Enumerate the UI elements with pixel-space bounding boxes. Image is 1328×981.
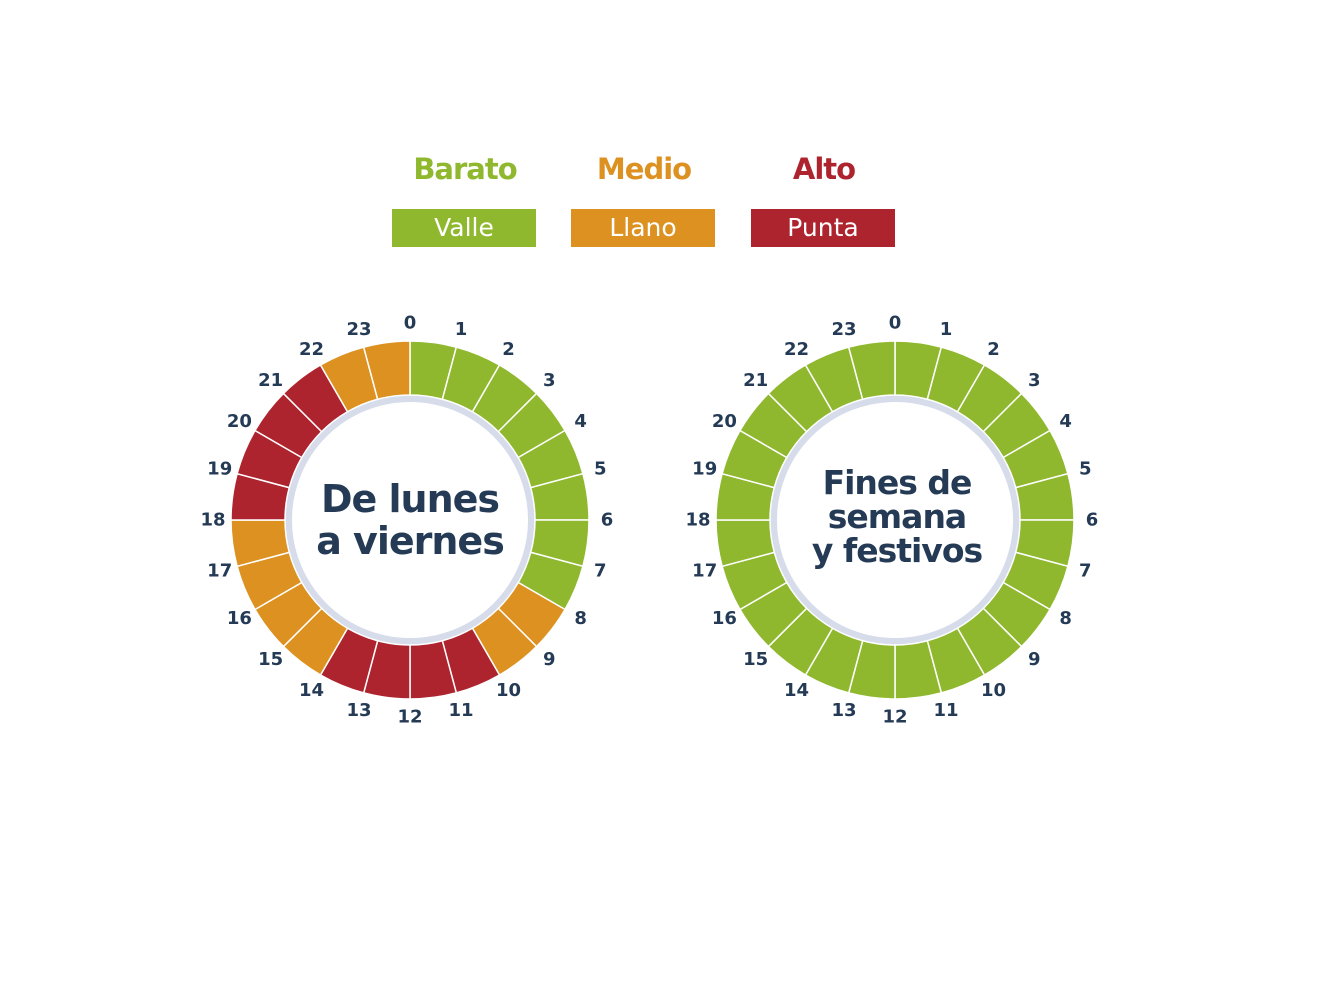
hour-label-3: 3 (1028, 370, 1041, 391)
hour-label-4: 4 (574, 411, 587, 432)
hour-label-10: 10 (496, 680, 521, 701)
hour-label-9: 9 (543, 649, 556, 670)
hour-label-2: 2 (502, 339, 515, 360)
legend-period-valle: Valle (392, 209, 536, 247)
hour-label-21: 21 (258, 370, 283, 391)
legend-category-alto: Alto (792, 152, 856, 186)
hour-label-8: 8 (574, 608, 587, 629)
legend-category-medio: Medio (596, 152, 692, 186)
legend-period-punta: Punta (751, 209, 895, 247)
hour-label-11: 11 (933, 700, 958, 721)
hour-label-7: 7 (594, 560, 607, 581)
hour-label-6: 6 (1086, 510, 1099, 531)
hour-label-20: 20 (712, 411, 737, 432)
hour-label-15: 15 (258, 649, 283, 670)
hour-label-14: 14 (784, 680, 809, 701)
hour-label-1: 1 (940, 319, 953, 340)
hour-label-12: 12 (397, 707, 422, 728)
hour-label-22: 22 (299, 339, 324, 360)
legend-category-barato: Barato (413, 152, 517, 186)
clock-weekends-title-line: y festivos (811, 531, 983, 570)
legend-period-llano: Llano (571, 209, 715, 247)
hour-label-14: 14 (299, 680, 324, 701)
hour-segment-23-llano (362, 340, 411, 401)
hour-label-22: 22 (784, 339, 809, 360)
hour-label-13: 13 (346, 700, 371, 721)
hour-label-0: 0 (889, 313, 902, 334)
hour-label-16: 16 (712, 608, 737, 629)
hour-label-5: 5 (594, 459, 607, 480)
hour-label-10: 10 (981, 680, 1006, 701)
clock-weekdays-title-line: De lunes (320, 477, 500, 521)
hour-label-2: 2 (987, 339, 1000, 360)
hour-label-7: 7 (1079, 560, 1092, 581)
hour-label-23: 23 (831, 319, 856, 340)
hour-label-19: 19 (692, 459, 717, 480)
clock-weekdays-title: De lunes a viernes (300, 478, 520, 562)
hour-label-23: 23 (346, 319, 371, 340)
hour-label-5: 5 (1079, 459, 1092, 480)
hour-label-6: 6 (601, 510, 614, 531)
hour-label-21: 21 (743, 370, 768, 391)
clock-inner-ring (769, 394, 1021, 646)
hour-label-17: 17 (207, 560, 232, 581)
hour-label-18: 18 (200, 510, 225, 531)
hour-label-17: 17 (692, 560, 717, 581)
clock-weekends-title-line: Fines de (822, 463, 973, 502)
hour-segment-23-valle (847, 340, 896, 401)
hour-label-4: 4 (1059, 411, 1072, 432)
hour-label-9: 9 (1028, 649, 1041, 670)
hour-label-0: 0 (404, 313, 417, 334)
hour-label-3: 3 (543, 370, 556, 391)
hour-label-19: 19 (207, 459, 232, 480)
clock-inner-ring (284, 394, 536, 646)
hour-label-13: 13 (831, 700, 856, 721)
hour-label-15: 15 (743, 649, 768, 670)
hour-label-1: 1 (455, 319, 468, 340)
hour-label-18: 18 (685, 510, 710, 531)
hour-label-8: 8 (1059, 608, 1072, 629)
clock-weekends-title: Fines de semana y festivos (787, 466, 1007, 568)
hour-label-16: 16 (227, 608, 252, 629)
hour-label-11: 11 (448, 700, 473, 721)
clock-weekdays-title-line: a viernes (316, 519, 505, 563)
hour-label-12: 12 (882, 707, 907, 728)
clock-weekends-title-line: semana (827, 497, 967, 536)
hour-label-20: 20 (227, 411, 252, 432)
